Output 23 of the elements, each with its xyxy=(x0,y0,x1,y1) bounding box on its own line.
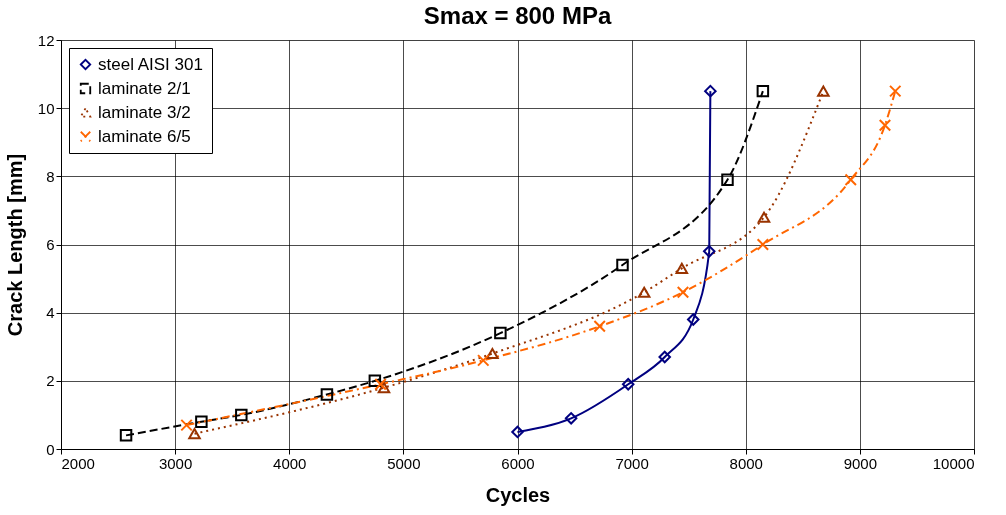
x-tick-label: 2000 xyxy=(61,454,95,472)
x-tick-label: 4000 xyxy=(273,454,307,472)
y-tick-label: 0 xyxy=(46,440,55,458)
y-tick-label: 10 xyxy=(37,99,55,117)
x-tick-label: 9000 xyxy=(843,454,878,472)
legend-label: laminate 3/2 xyxy=(98,102,191,122)
x-tick-label: 6000 xyxy=(501,454,535,472)
x-tick-label: 8000 xyxy=(729,454,763,472)
x-tick-label: 7000 xyxy=(615,454,649,472)
y-tick-label: 8 xyxy=(46,167,55,185)
y-tick-label: 6 xyxy=(46,236,55,253)
x-tick-label: 5000 xyxy=(387,454,421,472)
y-tick-label: 4 xyxy=(46,304,55,322)
legend-label: laminate 6/5 xyxy=(98,126,191,146)
y-tick-label: 12 xyxy=(37,31,55,49)
x-tick-label: 3000 xyxy=(158,454,193,472)
y-tick-label: 2 xyxy=(46,372,55,390)
legend-label: steel AISI 301 xyxy=(98,54,203,74)
y-axis-title: Crack Length [mm] xyxy=(3,153,26,337)
chart-title: Smax = 800 MPa xyxy=(423,2,612,29)
x-axis-title: Cycles xyxy=(485,483,551,506)
x-tick-label: 10000 xyxy=(932,454,975,472)
legend-label: laminate 2/1 xyxy=(98,78,191,98)
